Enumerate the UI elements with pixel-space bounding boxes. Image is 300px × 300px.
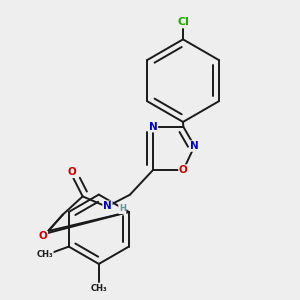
- Text: H: H: [119, 205, 126, 214]
- Text: O: O: [68, 167, 76, 177]
- Text: N: N: [103, 201, 112, 211]
- Text: O: O: [39, 231, 47, 242]
- Text: O: O: [179, 165, 188, 175]
- Text: N: N: [148, 122, 158, 132]
- Text: CH₃: CH₃: [91, 284, 107, 292]
- Text: Cl: Cl: [177, 17, 189, 27]
- Text: N: N: [190, 141, 199, 151]
- Text: CH₃: CH₃: [36, 250, 53, 260]
